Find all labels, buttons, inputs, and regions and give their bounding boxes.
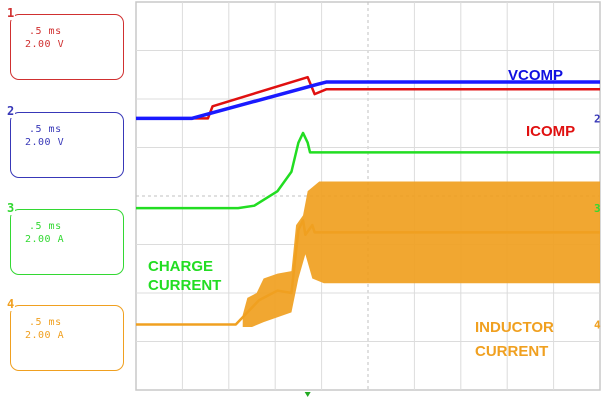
channel-1-timebase: .5 ms: [29, 26, 62, 37]
channel-2-timebase: .5 ms: [29, 124, 62, 135]
channel-3-box[interactable]: 3 .5 ms 2.00 A: [6, 201, 124, 275]
icomp-trace: [136, 75, 600, 120]
inductor-current-label-line2: CURRENT: [475, 343, 548, 360]
inductor-current-trace: [136, 219, 600, 326]
channel-3-timebase: .5 ms: [29, 221, 62, 232]
vcomp-label: VCOMP: [508, 67, 563, 84]
channel-1-box[interactable]: 1 .5 ms 2.00 V: [6, 6, 124, 80]
vcomp-trace: [136, 80, 600, 121]
channel-4-scale: 2.00 A: [25, 330, 65, 341]
right-marker-3: 3: [594, 202, 601, 215]
channel-3-scale: 2.00 A: [25, 234, 65, 245]
channel-3-number: 3: [6, 201, 16, 215]
icomp-label: ICOMP: [526, 123, 575, 140]
inductor-current-label-line1: INDUCTOR: [475, 319, 554, 336]
channel-2-number: 2: [6, 104, 16, 118]
scope-display: 234 VCOMP ICOMP CHARGE CURRENT INDUCTOR …: [135, 1, 601, 397]
channel-2-scale: 2.00 V: [25, 137, 65, 148]
channel-1-scale: 2.00 V: [25, 39, 65, 50]
charge-current-label-line2: CURRENT: [148, 277, 221, 294]
channel-markers: 2 3 4: [304, 112, 601, 397]
inductor-current-ripple-band: [242, 181, 600, 327]
right-marker-4: 4: [594, 319, 601, 332]
channel-sidebar: 1 .5 ms 2.00 V 2 .5 ms 2.00 V 3 .5 ms 2.…: [0, 0, 128, 400]
trigger-marker-icon: [304, 392, 311, 397]
waveform-traces: [136, 75, 600, 327]
channel-4-timebase: .5 ms: [29, 317, 62, 328]
channel-4-box[interactable]: 4 .5 ms 2.00 A: [6, 297, 124, 371]
charge-current-label-line1: CHARGE: [148, 258, 213, 275]
channel-4-number: 4: [6, 297, 16, 311]
channel-2-box[interactable]: 2 .5 ms 2.00 V: [6, 104, 124, 178]
channel-1-number: 1: [6, 6, 16, 20]
charge-current-trace: [136, 131, 600, 210]
right-marker-2: 2: [594, 112, 601, 125]
